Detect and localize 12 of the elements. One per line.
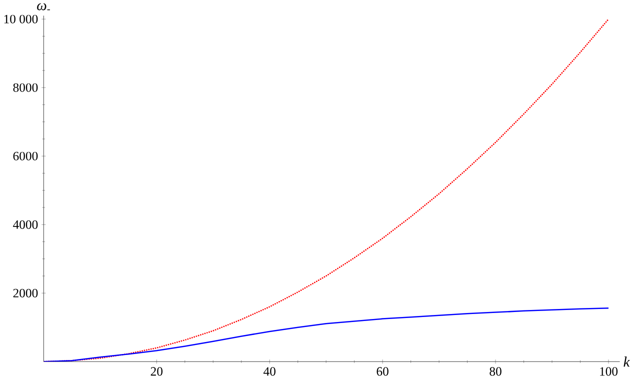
x-tick-label: 20 bbox=[150, 367, 162, 376]
x-tick-label: 60 bbox=[376, 367, 388, 376]
y-tick-label: 2000 bbox=[13, 288, 38, 298]
y-tick-label: 4000 bbox=[13, 220, 38, 229]
y-axis-title: ω$_{-}$ bbox=[37, 3, 50, 10]
x-tick-label: 40 bbox=[264, 367, 276, 376]
x-tick-label: 80 bbox=[490, 367, 502, 376]
y-tick-label: 10 000 bbox=[4, 14, 38, 24]
x-axis-title: k bbox=[624, 356, 630, 367]
y-tick-label: 6000 bbox=[13, 152, 38, 160]
y-tick-label: 8000 bbox=[13, 83, 38, 92]
x-tick-label: 100 bbox=[600, 367, 618, 376]
